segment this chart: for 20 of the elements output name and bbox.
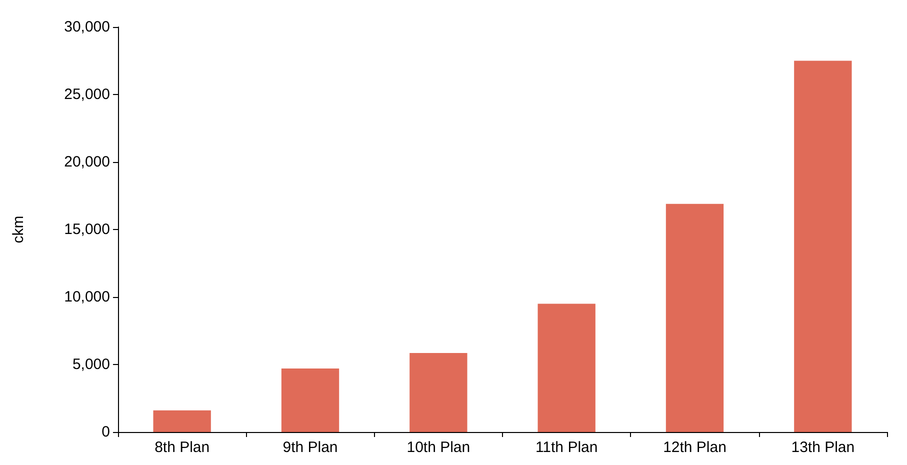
y-tick-label: 25,000: [64, 86, 110, 103]
x-tick-label: 10th Plan: [406, 439, 470, 456]
y-tick-label: 0: [102, 424, 110, 440]
y-tick-label: 10,000: [64, 288, 110, 306]
x-tick-label: 12th Plan: [663, 439, 726, 456]
y-tick-label: 30,000: [64, 18, 110, 36]
y-axis-title: ckm: [10, 216, 27, 244]
y-tick-label: 15,000: [64, 221, 110, 238]
x-tick-label: 13th Plan: [791, 439, 855, 456]
bar: [538, 304, 596, 432]
bar: [794, 60, 852, 432]
y-tick-label: 20,000: [64, 154, 110, 170]
bar: [153, 410, 211, 432]
x-tick-label: 9th Plan: [282, 439, 338, 456]
y-tick-label: 5,000: [72, 356, 110, 373]
x-tick-label: 8th Plan: [154, 439, 210, 456]
x-tick-label: 11th Plan: [535, 439, 598, 456]
bar: [666, 204, 724, 432]
bar: [410, 353, 468, 432]
bar: [281, 368, 340, 432]
